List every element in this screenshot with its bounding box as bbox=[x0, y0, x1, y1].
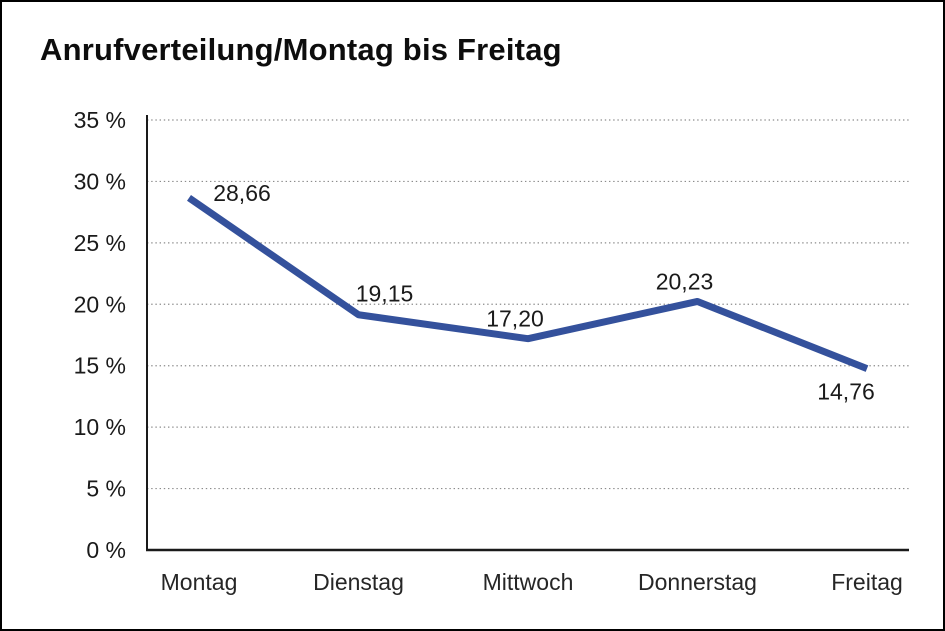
x-category-label: Donnerstag bbox=[638, 569, 757, 595]
data-label: 28,66 bbox=[213, 180, 271, 206]
y-tick-label: 30 % bbox=[74, 168, 126, 194]
x-category-label: Mittwoch bbox=[483, 569, 574, 595]
x-category-label: Freitag bbox=[831, 569, 903, 595]
data-label: 14,76 bbox=[817, 379, 875, 405]
trend-line bbox=[187, 195, 869, 372]
chart-title: Anrufverteilung/Montag bis Freitag bbox=[40, 32, 562, 67]
data-label: 19,15 bbox=[356, 281, 414, 307]
y-tick-label: 5 % bbox=[86, 476, 126, 502]
x-category-label: Dienstag bbox=[313, 569, 404, 595]
y-tick-label: 20 % bbox=[74, 291, 126, 317]
data-label: 20,23 bbox=[656, 268, 714, 294]
data-label: 17,20 bbox=[486, 306, 544, 332]
y-tick-label: 35 % bbox=[74, 107, 126, 133]
y-tick-label: 0 % bbox=[86, 537, 126, 563]
y-tick-label: 15 % bbox=[74, 353, 126, 379]
y-tick-label: 10 % bbox=[74, 414, 126, 440]
x-category-label: Montag bbox=[161, 569, 238, 595]
y-tick-label: 25 % bbox=[74, 230, 126, 256]
